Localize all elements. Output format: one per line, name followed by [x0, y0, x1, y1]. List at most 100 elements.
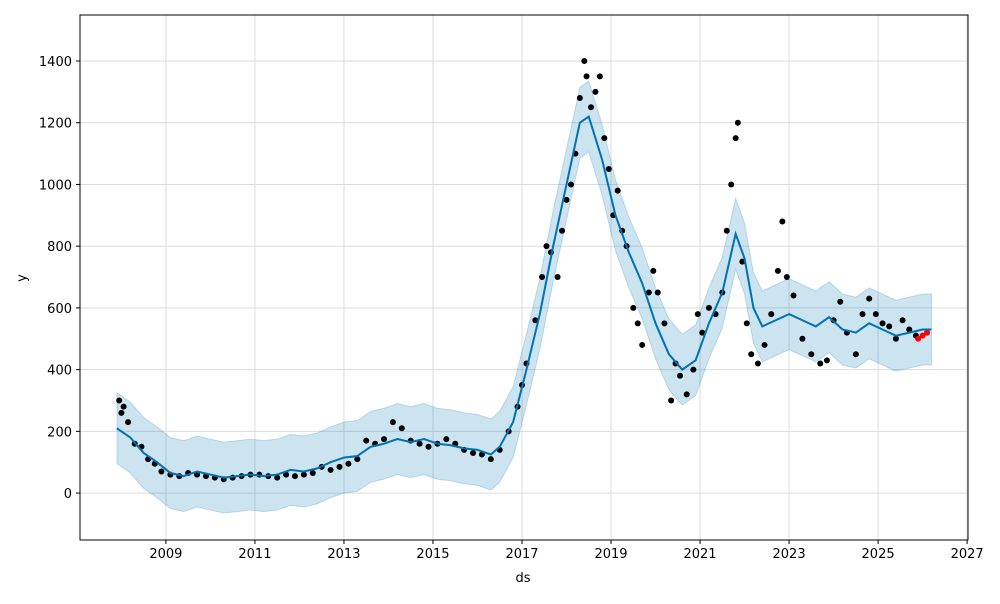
observed-point	[389, 419, 396, 426]
observed-point	[668, 397, 675, 404]
observed-point	[654, 289, 661, 296]
observed-point	[754, 360, 761, 367]
observed-point	[327, 466, 334, 473]
observed-point	[723, 227, 730, 234]
x-tick-label: 2011	[238, 547, 271, 562]
observed-point	[605, 166, 612, 173]
y-tick-label: 800	[47, 240, 72, 255]
observed-point	[705, 304, 712, 311]
observed-point	[576, 95, 583, 102]
recent-point	[919, 332, 926, 339]
observed-point	[478, 451, 485, 458]
x-axis-label: ds	[515, 571, 530, 586]
observed-point	[274, 474, 281, 481]
observed-point	[596, 73, 603, 80]
observed-point	[345, 460, 352, 467]
observed-point	[158, 468, 165, 475]
observed-point	[774, 267, 781, 274]
observed-point	[583, 73, 590, 80]
observed-point	[906, 326, 913, 333]
observed-point	[125, 419, 132, 426]
observed-point	[879, 320, 886, 327]
y-tick-label: 1200	[39, 117, 72, 132]
observed-point	[699, 329, 706, 336]
x-tick-label: 2009	[149, 547, 182, 562]
observed-point	[563, 196, 570, 203]
uncertainty-band	[116, 80, 933, 514]
observed-point	[748, 351, 755, 358]
observed-point	[539, 274, 546, 281]
observed-point	[783, 274, 790, 281]
y-tick-label: 1400	[39, 55, 72, 70]
observed-point	[650, 267, 657, 274]
observed-point	[892, 335, 899, 342]
observed-point	[768, 311, 775, 318]
observed-point	[118, 409, 125, 416]
observed-point	[309, 470, 316, 477]
observed-point	[336, 463, 343, 470]
observed-point	[761, 341, 768, 348]
observed-point	[823, 357, 830, 364]
recent-point	[924, 329, 931, 336]
observed-point	[734, 119, 741, 126]
x-tick-label: 2013	[327, 547, 360, 562]
observed-point	[194, 471, 201, 478]
observed-point	[779, 218, 786, 225]
y-tick-label: 200	[47, 425, 72, 440]
observed-point	[398, 425, 405, 432]
observed-point	[677, 372, 684, 379]
observed-point	[300, 471, 307, 478]
y-tick-label: 1000	[39, 178, 72, 193]
observed-point	[808, 351, 815, 358]
observed-point	[852, 351, 859, 358]
observed-point	[859, 311, 866, 318]
observed-point	[899, 317, 906, 324]
observed-point	[443, 436, 450, 443]
observed-point	[639, 341, 646, 348]
observed-point	[634, 320, 641, 327]
observed-point	[817, 360, 824, 367]
y-tick-label: 400	[47, 364, 72, 379]
observed-point	[567, 181, 574, 188]
y-tick-label: 600	[47, 302, 72, 317]
observed-point	[728, 181, 735, 188]
observed-point	[543, 243, 550, 250]
x-tick-label: 2019	[594, 547, 627, 562]
y-axis-label: y	[15, 274, 30, 282]
observed-point	[587, 104, 594, 111]
observed-point	[837, 298, 844, 305]
x-tick-label: 2017	[505, 547, 538, 562]
observed-point	[799, 335, 806, 342]
observed-point	[694, 311, 701, 318]
observed-point	[661, 320, 668, 327]
observed-point	[743, 320, 750, 327]
x-tick-label: 2015	[416, 547, 449, 562]
x-tick-label: 2021	[683, 547, 716, 562]
observed-point	[425, 443, 432, 450]
observed-point	[614, 187, 621, 194]
x-tick-label: 2027	[951, 547, 984, 562]
observed-point	[363, 437, 370, 444]
forecast-line	[116, 114, 932, 479]
observed-point	[886, 323, 893, 330]
observed-point	[283, 471, 290, 478]
observed-point	[872, 311, 879, 318]
observed-point	[487, 456, 494, 463]
plot-frame	[79, 14, 969, 541]
observed-point	[559, 227, 566, 234]
observed-point	[790, 292, 797, 299]
observed-point	[683, 391, 690, 398]
recent-point	[915, 335, 922, 342]
observed-point	[630, 304, 637, 311]
y-tick-label: 0	[64, 487, 72, 502]
observed-point	[690, 366, 697, 373]
observed-point	[645, 289, 652, 296]
observed-point	[354, 456, 361, 463]
observed-point	[866, 295, 873, 302]
observed-point	[732, 135, 739, 142]
x-tick-label: 2023	[773, 547, 806, 562]
observed-point	[416, 440, 423, 447]
observed-point	[581, 57, 588, 64]
